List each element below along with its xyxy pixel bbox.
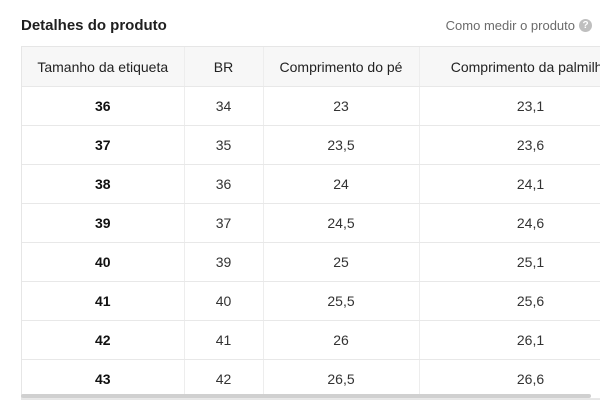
- label-size-cell: 40: [22, 242, 185, 282]
- br-size-cell: 42: [184, 359, 264, 399]
- label-size-cell: 41: [22, 281, 185, 321]
- insole-length-cell: 25,6: [419, 281, 600, 321]
- br-size-cell: 36: [184, 164, 264, 204]
- size-table: Tamanho da etiqueta BR Comprimento do pé…: [22, 47, 600, 399]
- foot-length-cell: 24,5: [263, 203, 420, 243]
- label-size-cell: 36: [22, 86, 185, 126]
- product-details-header: Detalhes do produto Como medir o produto…: [21, 13, 592, 37]
- how-to-measure-link[interactable]: Como medir o produto ?: [446, 18, 592, 33]
- label-size-cell: 38: [22, 164, 185, 204]
- table-row: 39 37 24,5 24,6: [22, 203, 600, 243]
- table-row: 43 42 26,5 26,6: [22, 359, 600, 399]
- label-size-cell: 43: [22, 359, 185, 399]
- label-size-cell: 42: [22, 320, 185, 360]
- table-row: 38 36 24 24,1: [22, 164, 600, 204]
- br-size-cell: 39: [184, 242, 264, 282]
- column-header-insole-length: Comprimento da palmilha: [419, 47, 600, 87]
- table-row: 42 41 26 26,1: [22, 320, 600, 360]
- how-to-measure-label: Como medir o produto: [445, 17, 575, 33]
- insole-length-cell: 25,1: [419, 242, 600, 282]
- foot-length-cell: 26,5: [263, 359, 420, 399]
- table-row: 36 34 23 23,1: [22, 86, 600, 126]
- table-row: 41 40 25,5 25,6: [22, 281, 600, 321]
- foot-length-cell: 24: [263, 164, 420, 204]
- foot-length-cell: 26: [263, 320, 420, 360]
- foot-length-cell: 23,5: [263, 125, 420, 165]
- table-row: 40 39 25 25,1: [22, 242, 600, 282]
- br-size-cell: 41: [184, 320, 264, 360]
- label-size-cell: 39: [22, 203, 185, 243]
- insole-length-cell: 23,1: [419, 86, 600, 126]
- foot-length-cell: 23: [263, 86, 420, 126]
- insole-length-cell: 23,6: [419, 125, 600, 165]
- insole-length-cell: 24,6: [419, 203, 600, 243]
- horizontal-scrollbar[interactable]: [21, 394, 591, 398]
- table-header-row: Tamanho da etiqueta BR Comprimento do pé…: [22, 47, 600, 87]
- insole-length-cell: 26,6: [419, 359, 600, 399]
- column-header-br: BR: [184, 47, 264, 87]
- insole-length-cell: 26,1: [419, 320, 600, 360]
- insole-length-cell: 24,1: [419, 164, 600, 204]
- help-icon[interactable]: ?: [579, 18, 592, 32]
- column-header-label-size: Tamanho da etiqueta: [22, 47, 185, 87]
- size-table-container[interactable]: Tamanho da etiqueta BR Comprimento do pé…: [21, 46, 600, 400]
- column-header-foot-length: Comprimento do pé: [263, 47, 420, 87]
- page-title: Detalhes do produto: [21, 16, 167, 34]
- foot-length-cell: 25,5: [263, 281, 420, 321]
- br-size-cell: 40: [184, 281, 264, 321]
- foot-length-cell: 25: [263, 242, 420, 282]
- br-size-cell: 37: [184, 203, 264, 243]
- br-size-cell: 34: [184, 86, 264, 126]
- table-row: 37 35 23,5 23,6: [22, 125, 600, 165]
- label-size-cell: 37: [22, 125, 185, 165]
- br-size-cell: 35: [184, 125, 264, 165]
